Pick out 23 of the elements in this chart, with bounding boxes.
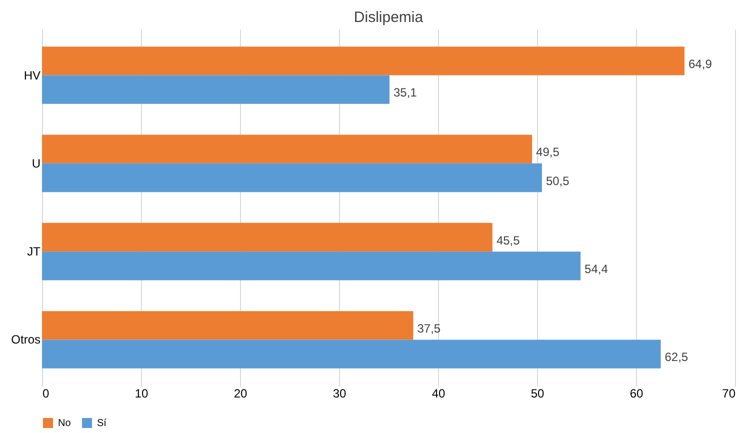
x-tick-label: 10 bbox=[134, 386, 148, 400]
data-label: 64,9 bbox=[688, 56, 712, 71]
data-label: 35,1 bbox=[393, 86, 418, 100]
legend-label: No bbox=[58, 418, 72, 429]
chart-title: Dislipemia bbox=[354, 9, 424, 26]
legend-label: Sí bbox=[97, 418, 107, 429]
y-tick-label: U bbox=[32, 156, 40, 170]
data-label: 37,5 bbox=[417, 321, 441, 336]
x-tick-label: 70 bbox=[722, 386, 736, 400]
data-label: 62,5 bbox=[664, 350, 688, 364]
x-tick-label: 30 bbox=[332, 386, 346, 400]
x-tick-label: 50 bbox=[530, 386, 544, 400]
x-tick-label: 20 bbox=[234, 386, 248, 400]
y-tick-label: HV bbox=[24, 68, 40, 82]
data-label: 50,5 bbox=[546, 174, 570, 188]
data-label: 45,5 bbox=[496, 233, 520, 248]
y-tick-label: JT bbox=[27, 244, 42, 259]
x-tick-label: 0 bbox=[42, 386, 50, 400]
y-tick-label: Otros bbox=[11, 332, 40, 347]
x-tick-label: 40 bbox=[432, 386, 446, 400]
data-label: 54,4 bbox=[584, 262, 608, 276]
x-tick-label: 60 bbox=[630, 386, 644, 400]
data-label: 49,5 bbox=[536, 145, 560, 160]
